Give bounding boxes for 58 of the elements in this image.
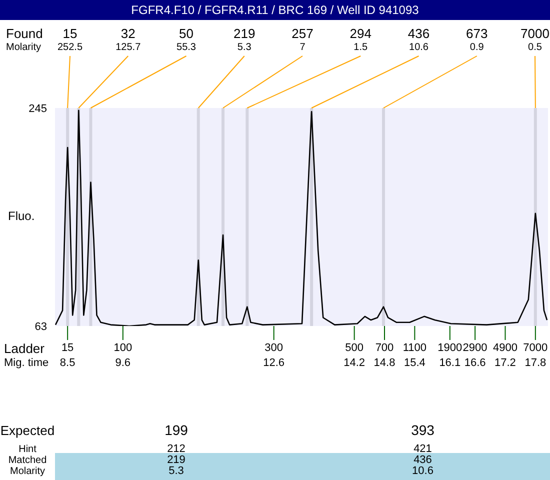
text: 50 [178, 26, 194, 41]
text: Ladder [4, 341, 44, 356]
text: 55.3 [176, 42, 197, 53]
chart-title: FGFR4.F10 / FGFR4.R11 / BRC 169 / Well ID 941093 [0, 0, 550, 20]
text: 219 [232, 26, 256, 41]
text: 500 [344, 342, 364, 355]
text: 421 [412, 443, 433, 455]
text: 7000 [523, 342, 548, 354]
text: 436 [406, 26, 431, 41]
text: Molarity [8, 466, 46, 477]
x-tick-label: 14.2 [344, 356, 366, 369]
text: 1900 [438, 342, 462, 354]
text: 10.6 [411, 465, 434, 477]
text: 15 [62, 26, 78, 41]
text: Expected [0, 423, 55, 438]
text: 1100 [402, 342, 428, 355]
text: 199 [164, 422, 189, 438]
text: 32 [120, 26, 136, 41]
text: 219 [166, 454, 186, 466]
x-tick-label: 9.6 [115, 356, 131, 369]
text: Molarity [6, 42, 42, 53]
text: 7000 [520, 26, 550, 41]
text: 0.9 [468, 42, 485, 53]
text: 125.7 [114, 42, 142, 53]
x-axis-title: Mig. time [4, 357, 49, 369]
text: 15 [60, 342, 75, 355]
text: 0.5 [527, 42, 543, 53]
text: 436 [412, 454, 433, 466]
text: 4900 [492, 342, 518, 354]
text: 1.5 [352, 42, 369, 53]
text: 7 [298, 42, 306, 53]
y-tick-label: 63 [34, 320, 47, 333]
x-tick-label: 16.1 [439, 356, 461, 369]
text: Matched [7, 455, 48, 466]
text: Hint [18, 444, 38, 455]
text: 212 [166, 443, 186, 455]
x-tick-label: 12.6 [263, 356, 285, 369]
x-tick-label: 8.5 [60, 356, 76, 369]
y-axis-title: Fluo. [8, 209, 35, 223]
x-tick-label: 17.2 [494, 356, 516, 369]
text: 2900 [462, 342, 488, 354]
x-tick-label: 16.6 [464, 356, 486, 369]
x-tick-label: 15.4 [404, 356, 426, 369]
y-tick-label: 245 [28, 102, 47, 115]
text: 5.3 [236, 42, 252, 53]
x-tick-label: 14.8 [374, 356, 396, 369]
text: 257 [290, 26, 314, 41]
text: 300 [264, 342, 284, 355]
x-tick-label: 17.8 [524, 356, 546, 369]
text: 673 [465, 26, 489, 41]
text: 393 [410, 422, 436, 438]
text: 252.5 [56, 42, 84, 53]
text: 100 [112, 342, 134, 355]
text: 294 [348, 26, 372, 41]
text: 10.6 [408, 42, 430, 53]
text: Found [6, 26, 43, 41]
text: 5.3 [168, 465, 185, 477]
text: 700 [374, 342, 395, 355]
